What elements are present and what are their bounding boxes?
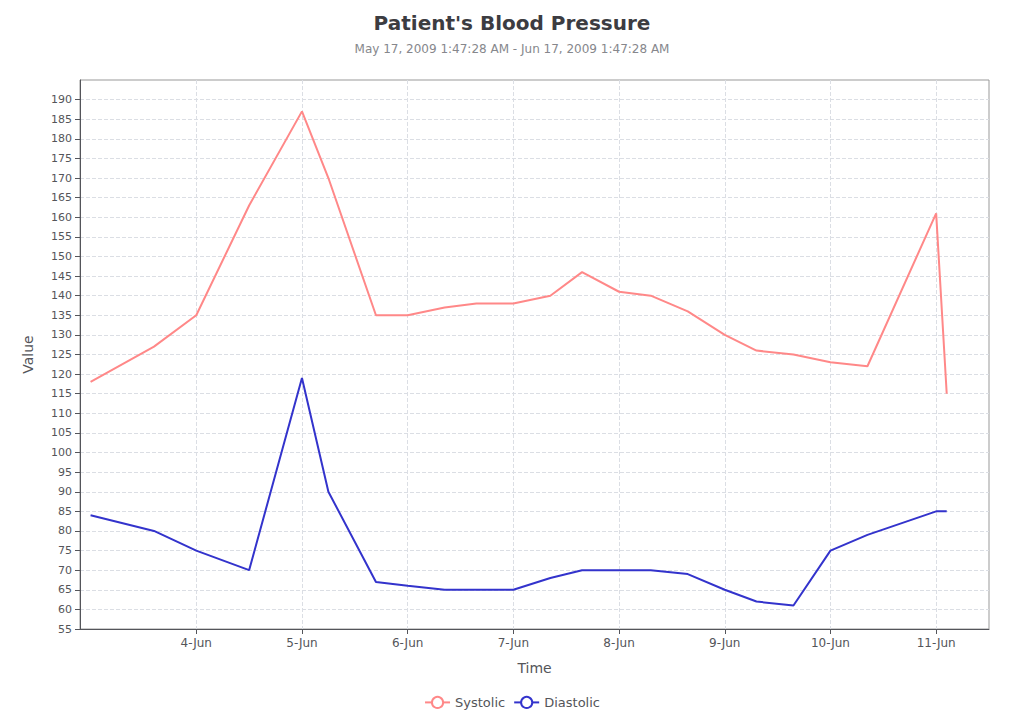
svg-text:185: 185 <box>51 113 72 126</box>
svg-text:130: 130 <box>51 328 72 341</box>
svg-text:100: 100 <box>51 446 72 459</box>
svg-text:105: 105 <box>51 426 72 439</box>
svg-text:7-Jun: 7-Jun <box>498 636 529 650</box>
svg-text:160: 160 <box>51 211 72 224</box>
svg-text:Systolic: Systolic <box>455 695 505 710</box>
svg-text:8-Jun: 8-Jun <box>603 636 634 650</box>
svg-text:180: 180 <box>51 132 72 145</box>
svg-text:155: 155 <box>51 230 72 243</box>
svg-text:110: 110 <box>51 407 72 420</box>
svg-text:95: 95 <box>58 466 72 479</box>
svg-text:125: 125 <box>51 348 72 361</box>
svg-text:80: 80 <box>58 524 72 537</box>
svg-text:55: 55 <box>58 623 72 636</box>
svg-text:90: 90 <box>58 485 72 498</box>
svg-text:170: 170 <box>51 172 72 185</box>
svg-text:135: 135 <box>51 309 72 322</box>
svg-text:9-Jun: 9-Jun <box>709 636 740 650</box>
svg-text:Time: Time <box>516 660 551 676</box>
svg-text:Value: Value <box>20 335 36 373</box>
svg-text:May 17, 2009 1:47:28 AM - Jun: May 17, 2009 1:47:28 AM - Jun 17, 2009 1… <box>355 42 670 56</box>
svg-text:6-Jun: 6-Jun <box>392 636 423 650</box>
svg-text:70: 70 <box>58 564 72 577</box>
svg-text:5-Jun: 5-Jun <box>286 636 317 650</box>
svg-text:75: 75 <box>58 544 72 557</box>
svg-text:11-Jun: 11-Jun <box>917 636 956 650</box>
svg-text:145: 145 <box>51 270 72 283</box>
svg-text:115: 115 <box>51 387 72 400</box>
svg-text:10-Jun: 10-Jun <box>811 636 850 650</box>
svg-text:Diastolic: Diastolic <box>544 695 600 710</box>
svg-text:165: 165 <box>51 191 72 204</box>
svg-text:120: 120 <box>51 368 72 381</box>
svg-text:65: 65 <box>58 583 72 596</box>
svg-text:140: 140 <box>51 289 72 302</box>
svg-text:190: 190 <box>51 93 72 106</box>
svg-text:175: 175 <box>51 152 72 165</box>
svg-text:150: 150 <box>51 250 72 263</box>
svg-text:85: 85 <box>58 505 72 518</box>
svg-text:Patient's Blood Pressure: Patient's Blood Pressure <box>374 11 651 35</box>
svg-text:4-Jun: 4-Jun <box>181 636 212 650</box>
svg-text:60: 60 <box>58 603 72 616</box>
